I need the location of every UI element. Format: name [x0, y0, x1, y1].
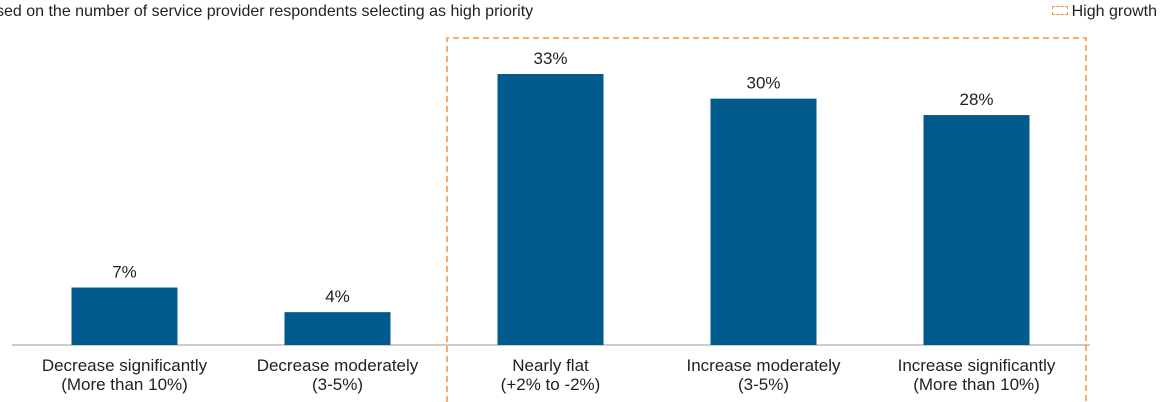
x-tick-label: (+2% to -2%): [501, 375, 601, 394]
x-tick-label: Increase moderately: [686, 356, 841, 375]
legend-label: High growth: [1071, 3, 1157, 20]
x-tick-label: (More than 10%): [913, 375, 1040, 394]
bar: [71, 287, 178, 345]
bar: [923, 115, 1030, 345]
x-tick-label: Decrease significantly: [42, 356, 208, 375]
x-tick-label: (3-5%): [738, 375, 789, 394]
bar: [284, 312, 391, 345]
bar: [710, 98, 817, 346]
high-growth-highlight-box: [446, 37, 1087, 402]
x-tick-label: (3-5%): [312, 375, 363, 394]
data-label: 28%: [959, 90, 993, 109]
legend-dashed-box-icon: [1051, 6, 1068, 15]
x-tick-label: (More than 10%): [61, 375, 188, 394]
data-label: 7%: [112, 263, 137, 282]
x-tick-label: Increase significantly: [898, 356, 1056, 375]
x-tick-label: Decrease moderately: [257, 356, 419, 375]
legend: High growth: [1051, 3, 1157, 21]
data-label: 33%: [533, 49, 567, 68]
bar: [497, 74, 604, 345]
x-tick-label: Nearly flat: [512, 356, 589, 375]
data-label: 30%: [746, 74, 780, 93]
chart-subtitle: sed on the number of service provider re…: [0, 3, 534, 20]
data-label: 4%: [325, 287, 350, 306]
